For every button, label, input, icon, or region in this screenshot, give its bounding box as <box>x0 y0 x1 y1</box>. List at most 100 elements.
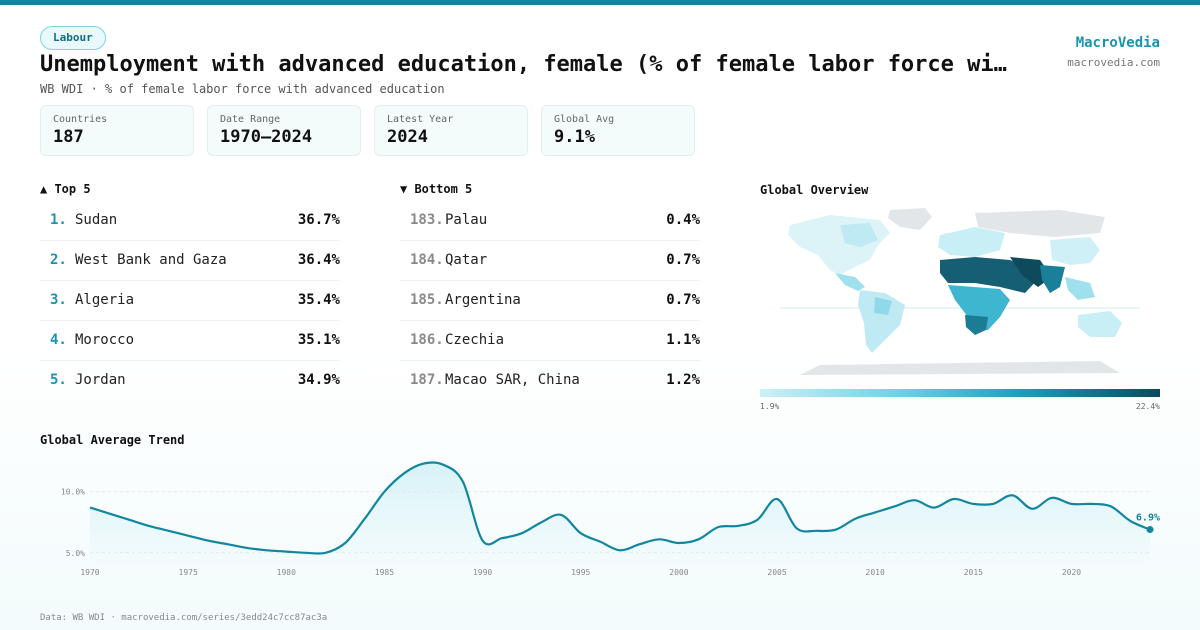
list-item[interactable]: 4. Morocco 35.1% <box>40 321 340 361</box>
country-value: 35.4% <box>297 292 340 308</box>
list-item[interactable]: 183. Palau 0.4% <box>400 201 700 241</box>
list-item[interactable]: 185. Argentina 0.7% <box>400 281 700 321</box>
map-region-east-asia[interactable] <box>1050 237 1100 265</box>
stat-value: 1970–2024 <box>220 127 313 147</box>
trend-area <box>90 462 1150 565</box>
country-name: Morocco <box>75 332 135 348</box>
map-region-north-america[interactable] <box>788 215 890 275</box>
stat-value: 187 <box>53 127 84 147</box>
x-tick-label: 1980 <box>277 568 296 577</box>
map-legend-max: 22.4% <box>1135 402 1160 411</box>
country-value: 0.4% <box>666 212 700 228</box>
trend-heading: Global Average Trend <box>40 433 185 447</box>
list-item[interactable]: 5. Jordan 34.9% <box>40 361 340 401</box>
map-region-australia[interactable] <box>1078 311 1122 337</box>
list-item[interactable]: 187. Macao SAR, China 1.2% <box>400 361 700 401</box>
world-choropleth-map[interactable] <box>760 205 1160 380</box>
x-tick-label: 1985 <box>375 568 394 577</box>
country-value: 1.2% <box>666 372 700 388</box>
rank-number: 184. <box>410 252 444 268</box>
y-tick-label: 10.0% <box>61 488 85 497</box>
country-value: 36.4% <box>297 252 340 268</box>
list-item[interactable]: 186. Czechia 1.1% <box>400 321 700 361</box>
map-region-central-africa[interactable] <box>948 285 1010 330</box>
map-region-greenland[interactable] <box>888 208 932 230</box>
x-tick-label: 1995 <box>571 568 590 577</box>
country-value: 34.9% <box>297 372 340 388</box>
country-name: Sudan <box>75 212 118 228</box>
list-item[interactable]: 184. Qatar 0.7% <box>400 241 700 281</box>
rank-number: 1. <box>50 212 67 228</box>
country-name: Qatar <box>445 252 488 268</box>
top5-heading: ▲ Top 5 <box>40 182 91 196</box>
country-name: Jordan <box>75 372 126 388</box>
top5-list: 1. Sudan 36.7% 2. West Bank and Gaza 36.… <box>40 201 340 401</box>
map-region-southern-africa[interactable] <box>965 315 988 335</box>
country-name: Argentina <box>445 292 521 308</box>
bottom5-list: 183. Palau 0.4% 184. Qatar 0.7% 185. Arg… <box>400 201 700 401</box>
x-tick-label: 2020 <box>1062 568 1081 577</box>
last-point-marker <box>1146 526 1154 534</box>
map-region-middle-east[interactable] <box>1010 257 1052 287</box>
map-heading: Global Overview <box>760 183 869 197</box>
stat-label: Latest Year <box>387 114 454 125</box>
brand-logo[interactable]: MacroVedia <box>1075 35 1160 51</box>
map-region-antarctica[interactable] <box>800 361 1120 375</box>
rank-number: 5. <box>50 372 67 388</box>
rank-number: 187. <box>410 372 444 388</box>
map-region-southeast-asia[interactable] <box>1065 277 1095 300</box>
x-tick-label: 2010 <box>866 568 885 577</box>
country-value: 36.7% <box>297 212 340 228</box>
stat-card-global-avg: Global Avg 9.1% <box>541 105 695 156</box>
map-region-canada[interactable] <box>840 223 878 247</box>
map-legend-min: 1.9% <box>760 402 780 411</box>
rank-number: 3. <box>50 292 67 308</box>
trend-line <box>89 461 1151 555</box>
country-name: Macao SAR, China <box>445 372 580 388</box>
country-value: 1.1% <box>666 332 700 348</box>
stat-card-date-range: Date Range 1970–2024 <box>207 105 361 156</box>
map-region-europe[interactable] <box>938 227 1005 257</box>
map-region-north-africa[interactable] <box>940 257 1040 293</box>
category-tag[interactable]: Labour <box>40 26 106 50</box>
list-item[interactable]: 2. West Bank and Gaza 36.4% <box>40 241 340 281</box>
list-item[interactable]: 1. Sudan 36.7% <box>40 201 340 241</box>
country-value: 0.7% <box>666 292 700 308</box>
page-subtitle: WB WDI · % of female labor force with ad… <box>40 82 445 96</box>
map-region-central-america[interactable] <box>835 273 865 291</box>
rank-number: 4. <box>50 332 67 348</box>
map-region-south-asia[interactable] <box>1040 265 1065 293</box>
list-item[interactable]: 3. Algeria 35.4% <box>40 281 340 321</box>
brand-url[interactable]: macrovedia.com <box>1067 56 1160 69</box>
country-name: Czechia <box>445 332 505 348</box>
y-tick-label: 5.0% <box>66 549 85 558</box>
rank-number: 185. <box>410 292 444 308</box>
stat-value: 9.1% <box>554 127 595 147</box>
stat-label: Date Range <box>220 114 281 125</box>
rank-number: 183. <box>410 212 444 228</box>
x-tick-label: 1970 <box>80 568 99 577</box>
map-region-south-america[interactable] <box>858 290 905 353</box>
x-tick-label: 1990 <box>473 568 492 577</box>
country-value: 0.7% <box>666 252 700 268</box>
stat-label: Global Avg <box>554 114 615 125</box>
stat-card-countries: Countries 187 <box>40 105 194 156</box>
x-tick-label: 1975 <box>179 568 198 577</box>
stat-value: 2024 <box>387 127 428 147</box>
country-name: Palau <box>445 212 488 228</box>
last-value-label: 6.9% <box>1136 513 1160 524</box>
rank-number: 186. <box>410 332 444 348</box>
map-region-russia[interactable] <box>975 210 1105 237</box>
stat-label: Countries <box>53 114 108 125</box>
x-tick-label: 2015 <box>964 568 983 577</box>
footer-source[interactable]: Data: WB WDI · macrovedia.com/series/3ed… <box>40 613 328 623</box>
country-value: 35.1% <box>297 332 340 348</box>
bottom5-heading: ▼ Bottom 5 <box>400 182 473 196</box>
rank-number: 2. <box>50 252 67 268</box>
top-accent-bar <box>0 0 1200 5</box>
x-tick-label: 2005 <box>767 568 786 577</box>
page-title: Unemployment with advanced education, fe… <box>40 52 1007 77</box>
map-region-brazil-north[interactable] <box>874 297 892 315</box>
trend-chart[interactable]: 5.0% 10.0% 1970 1975 1980 1985 1990 1995 2000 200… <box>40 455 1160 585</box>
country-name: West Bank and Gaza <box>75 252 227 268</box>
